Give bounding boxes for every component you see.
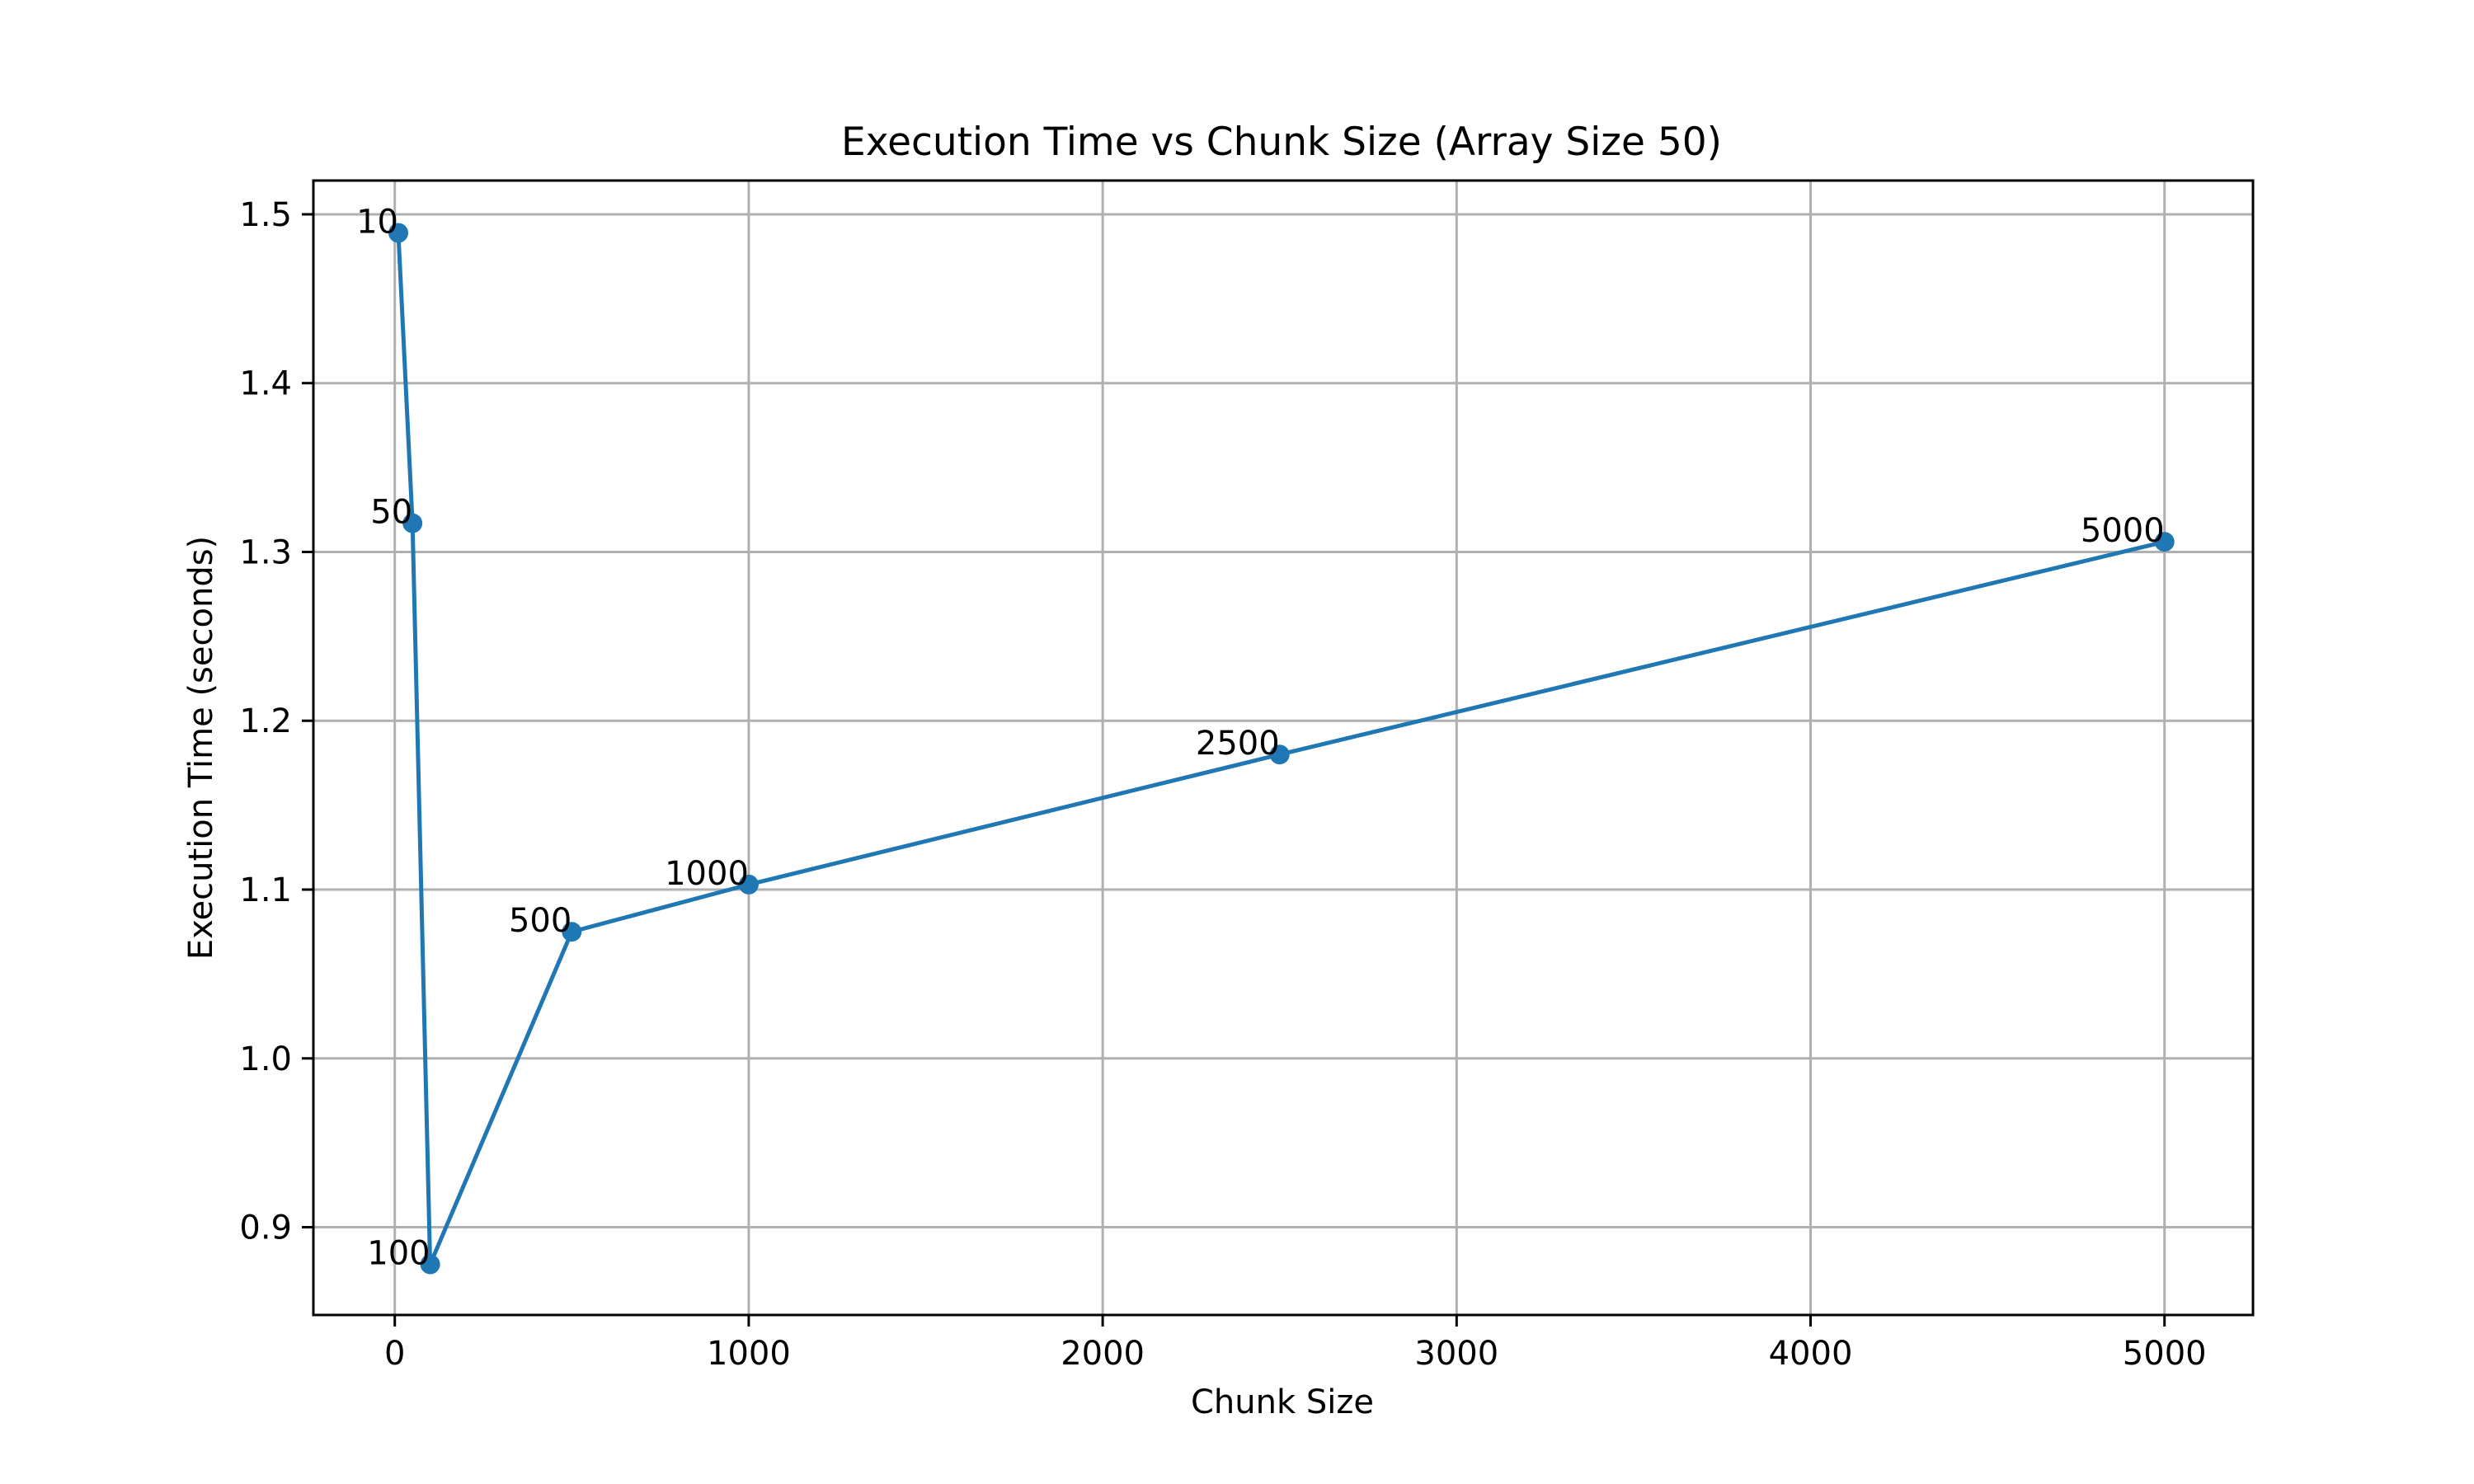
- y-tick-label: 1.5: [239, 196, 292, 234]
- data-point: [2154, 532, 2175, 552]
- plot-frame: [312, 179, 2255, 1317]
- data-point: [420, 1254, 440, 1275]
- data-point: [402, 513, 423, 533]
- chart-title: Execution Time vs Chunk Size (Array Size…: [841, 120, 1722, 165]
- data-point: [388, 223, 409, 243]
- grid: [313, 181, 2253, 1315]
- y-tick-label: 1.4: [239, 365, 292, 403]
- point-labels: 10 50 100 500 1000 2500 5000: [356, 203, 2165, 1272]
- x-tick-label: 4000: [1769, 1335, 1853, 1373]
- data-point-label: 1000: [665, 855, 749, 893]
- x-axis-label: Chunk Size: [1191, 1383, 1374, 1421]
- y-tick-label: 1.0: [239, 1040, 292, 1078]
- y-tick-label: 1.2: [239, 702, 292, 740]
- x-tick-label: 1000: [707, 1335, 791, 1373]
- y-tick-label: 0.9: [239, 1209, 292, 1247]
- axes: 0 1000 2000 3000 4000 5000 0.9 1.0 1.1 1.2 1.3 1.4 1…: [239, 179, 2255, 1373]
- data-point: [738, 874, 759, 895]
- data-point-label: 100: [367, 1235, 430, 1273]
- y-tick-label: 1.3: [239, 533, 292, 571]
- series-layer: [388, 223, 2175, 1275]
- data-point-label: 500: [509, 902, 571, 940]
- data-point-label: 5000: [2081, 512, 2165, 550]
- y-axis-label: Execution Time (seconds): [182, 536, 220, 960]
- data-point-label: 2500: [1196, 725, 1280, 763]
- y-tick-label: 1.1: [239, 871, 292, 909]
- data-point-label: 50: [370, 494, 412, 532]
- x-tick-label: 2000: [1061, 1335, 1145, 1373]
- x-tick-label: 3000: [1414, 1335, 1498, 1373]
- data-point: [562, 922, 582, 942]
- data-point: [1269, 744, 1290, 765]
- data-point-label: 10: [356, 203, 398, 241]
- x-tick-label: 5000: [2123, 1335, 2207, 1373]
- x-tick-label: 0: [384, 1335, 405, 1373]
